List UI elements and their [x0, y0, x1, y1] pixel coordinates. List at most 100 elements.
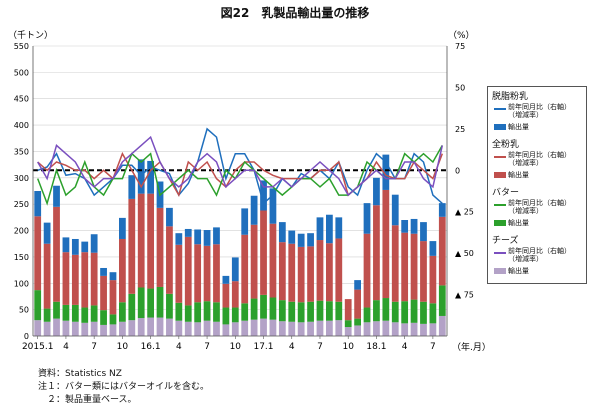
bar-whole [420, 241, 427, 302]
bar-skim [382, 154, 390, 190]
bar-cheese [363, 322, 371, 336]
bar-skim [81, 241, 89, 253]
bar-skim [438, 203, 446, 217]
y-left-tick-label: 550 [14, 42, 29, 51]
bar-cheese [128, 320, 136, 336]
legend-skim-line-label: 前年同月比（右軸） [508, 103, 571, 111]
bar-butter [109, 314, 117, 325]
y-left-tick-label: 100 [14, 279, 29, 288]
legend-whole-bar-label: 輸出量 [508, 171, 529, 179]
chart-title: 図22 乳製品輸出量の推移 [220, 6, 370, 20]
legend-butter-bar-label: 輸出量 [508, 219, 529, 227]
bar-whole [391, 225, 399, 302]
bar-butter [137, 287, 145, 319]
bar-skim [175, 233, 183, 245]
bar-whole [118, 238, 126, 303]
bar-whole [53, 206, 60, 302]
bar-butter [363, 307, 371, 323]
bar-skim [184, 228, 192, 237]
bar-whole [344, 299, 352, 321]
bar-whole [269, 223, 277, 298]
bar-whole [297, 246, 305, 303]
y-right-tick-label: ▲ 25 [455, 208, 474, 217]
bar-whole [194, 244, 202, 303]
bar-whole [100, 275, 107, 311]
bar-cheese [260, 318, 267, 336]
bar-whole [363, 233, 371, 308]
bar-butter [128, 293, 136, 321]
bar-cheese [90, 321, 98, 336]
bar-whole [241, 234, 249, 304]
bar-cheese [297, 322, 305, 336]
bar-skim [53, 185, 60, 207]
y-left-tick-label: 0 [24, 332, 29, 341]
bar-whole [128, 198, 136, 294]
bar-cheese [316, 320, 324, 336]
bar-cheese [278, 321, 286, 336]
y-right-tick-label: ▲ 50 [455, 249, 474, 258]
bar-cheese [420, 323, 427, 336]
bar-butter [335, 301, 343, 321]
bar-cheese [231, 322, 239, 336]
bar-whole [382, 189, 390, 299]
bar-skim [335, 217, 343, 239]
bar-whole [166, 226, 173, 294]
bar-butter [325, 301, 333, 321]
bar-whole [81, 252, 89, 308]
x-tick-label: 10 [342, 342, 354, 352]
bar-skim [391, 194, 399, 226]
legend-whole-line-swatch [494, 156, 506, 158]
bar-butter [241, 303, 249, 321]
bar-skim [307, 233, 314, 247]
x-tick-label: 10 [230, 342, 242, 352]
bar-skim [90, 234, 98, 253]
bar-cheese [156, 317, 164, 336]
line-skim_line [37, 127, 443, 205]
legend-butter-line-label: 前年同月比（右軸） [508, 199, 571, 207]
bar-cheese [43, 321, 51, 336]
bar-whole [307, 246, 314, 302]
x-tick-label: 7 [317, 342, 323, 352]
bar-whole [250, 224, 258, 299]
y-left-tick-label: 450 [14, 95, 29, 104]
bar-skim [410, 218, 418, 234]
y-left-tick-label: 150 [14, 253, 29, 262]
bars-group [34, 154, 446, 336]
y-left-tick-label: 50 [19, 306, 29, 315]
x-tick-label: 16.1 [141, 342, 161, 352]
note-2: ２：製品重量ベース。 [38, 395, 137, 405]
bar-skim [62, 237, 70, 253]
bar-skim [316, 217, 324, 241]
bar-butter [429, 303, 437, 324]
bar-butter [373, 300, 380, 322]
bar-whole [184, 236, 192, 306]
x-tick-label: 17.1 [253, 342, 273, 352]
bar-skim [203, 230, 211, 246]
bar-butter [410, 299, 418, 323]
note-1: 注１：バター類にはバターオイルを含む。 [38, 382, 210, 392]
bar-cheese [401, 323, 409, 336]
unit-x-label: （年.月） [452, 341, 491, 353]
y-right-tick-label: 25 [455, 125, 465, 134]
unit-left-label: （千トン） [8, 30, 53, 41]
bar-cheese [269, 319, 277, 336]
bar-skim [128, 175, 136, 199]
legend-cheese-line-label: 前年同月比（右軸） [508, 247, 571, 255]
bar-skim [213, 227, 220, 245]
bar-butter [420, 301, 427, 324]
bar-butter [222, 307, 230, 325]
legend: 脱脂粉乳 前年同月比（右軸） （増減率） 輸出量 全粉乳 前年同月比（右軸） （… [487, 86, 587, 284]
bar-whole [429, 255, 437, 304]
bar-butter [391, 301, 399, 323]
bar-skim [250, 195, 258, 225]
x-tick-label: 7 [204, 342, 210, 352]
legend-group-cheese: チーズ [492, 236, 519, 246]
bar-butter [194, 302, 202, 323]
bar-cheese [53, 318, 60, 336]
bar-butter [81, 307, 89, 323]
bar-butter [438, 285, 446, 316]
bar-whole [156, 207, 164, 287]
bar-cheese [175, 320, 183, 336]
bar-cheese [147, 317, 155, 336]
